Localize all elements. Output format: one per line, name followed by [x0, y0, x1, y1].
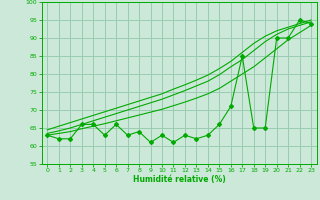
X-axis label: Humidité relative (%): Humidité relative (%): [133, 175, 226, 184]
